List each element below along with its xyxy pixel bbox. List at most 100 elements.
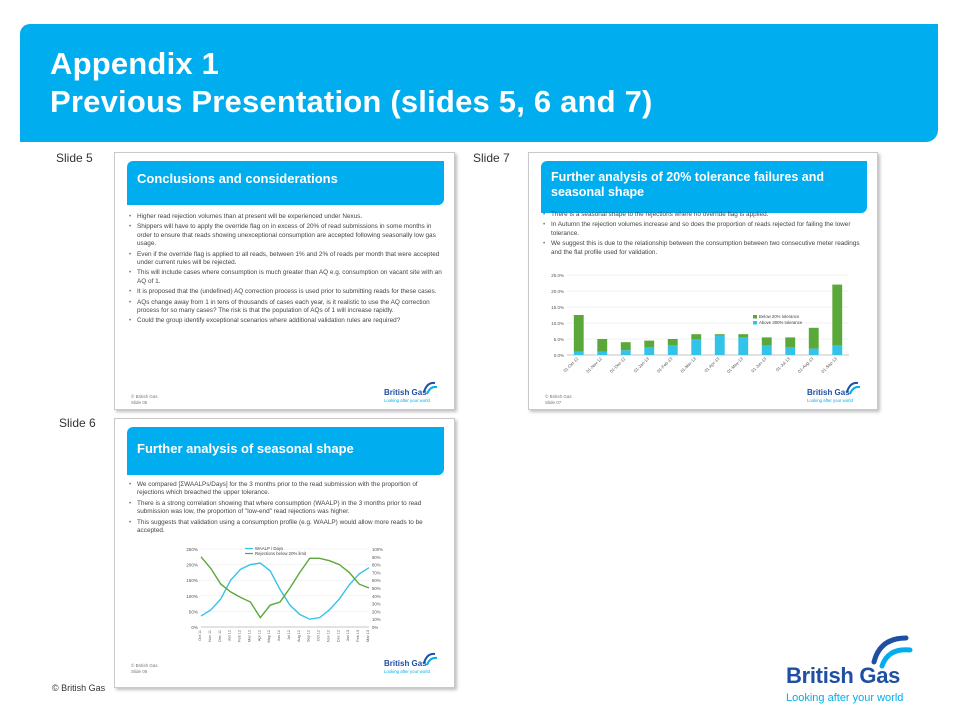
slide-7-title: Further analysis of 20% tolerance failur… (541, 161, 867, 213)
bar-above-300-tolerance (620, 350, 631, 355)
rejection-bar-chart: 0.0% 5.0% 10.0% 15.0% 20.0% 25.0% 01-Oct-12 01-… (551, 273, 849, 374)
bar-below-20-tolerance (573, 315, 584, 352)
y-right-tick-label: 100% (372, 547, 383, 552)
y-left-tick-label: 200% (186, 563, 198, 568)
y-right-tick-label: 30% (372, 602, 381, 607)
y-right-tick-label: 10% (372, 617, 381, 622)
x-tick-label: Jan 12 (228, 630, 232, 641)
series-line-waalp-days (200, 562, 370, 620)
y-tick-label: 25.0% (551, 273, 564, 278)
bar-below-20-tolerance (620, 342, 631, 351)
british-gas-flame-icon (423, 652, 438, 666)
slide-6-footer-copyright: © British Gas (131, 663, 158, 668)
slide-6-logo: British Gas Looking after your world (384, 651, 440, 675)
x-tick-label: Oct 11 (198, 630, 202, 641)
bullet-item: In Autumn the rejection volumes increase… (543, 221, 865, 238)
bullet-item: There is a seasonal shape to the rejecti… (543, 211, 865, 220)
slide-7-thumbnail[interactable]: Further analysis of 20% tolerance failur… (528, 152, 878, 410)
x-tick-label: Feb 12 (238, 630, 242, 642)
y-tick-label: 20.0% (551, 289, 564, 294)
bullet-item: It is proposed that the (undefined) AQ c… (129, 288, 442, 297)
brand-name: British Gas (786, 663, 901, 688)
bar-below-20-tolerance (761, 337, 772, 346)
bar-above-300-tolerance (573, 351, 584, 355)
slide-6-title: Further analysis of seasonal shape (127, 427, 444, 475)
bar-above-300-tolerance (691, 339, 702, 355)
slide-7-bullets: There is a seasonal shape to the rejecti… (543, 211, 865, 259)
slide-7-footer-copyright: © British Gas (545, 394, 572, 399)
y-left-tick-label: 100% (186, 594, 198, 599)
slide-6-footer-number: Slide 06 (131, 669, 148, 674)
y-right-tick-label: 40% (372, 594, 381, 599)
slide-6-logo-tagline: Looking after your world (384, 669, 430, 674)
bullet-item: We suggest this is due to the relationsh… (543, 240, 865, 257)
x-tick-label: 01-Oct-12 (562, 356, 579, 373)
x-tick-label: 01-Feb-13 (656, 356, 674, 374)
slide-6-label: Slide 6 (59, 416, 96, 430)
slide-5-bullets: Higher read rejection volumes than at pr… (129, 213, 442, 328)
slide-6-bullets: We compared [ΣWAALPs/Days] for the 3 mon… (129, 481, 442, 537)
bar-below-20-tolerance (667, 339, 678, 346)
bullet-item: Could the group identify exceptional sce… (129, 317, 442, 326)
slide-7-footer: © British Gas Slide 07 (545, 394, 572, 406)
y-right-tick-label: 50% (372, 586, 381, 591)
slide-7-logo: British Gas Looking after your world (807, 380, 863, 404)
bar-below-20-tolerance (691, 334, 702, 339)
y-right-tick-label: 80% (372, 563, 381, 568)
legend-label: Below 20% tolerance (759, 314, 800, 319)
bar-above-300-tolerance (667, 345, 678, 355)
y-tick-label: 10.0% (551, 321, 564, 326)
y-tick-label: 15.0% (551, 305, 564, 310)
bullet-item: Even if the override flag is applied to … (129, 251, 442, 268)
british-gas-logo: British Gas Looking after your world (782, 632, 920, 712)
slide-7-logo-tagline: Looking after your world (807, 398, 853, 403)
slide-5-label: Slide 5 (56, 151, 93, 165)
slide-5-logo: British Gas Looking after your world (384, 380, 440, 404)
y-right-tick-label: 20% (372, 609, 381, 614)
bar-below-20-tolerance (714, 334, 725, 336)
x-tick-label: Nov 11 (208, 630, 212, 642)
x-tick-label: 01-Jun-13 (750, 356, 768, 374)
slide-5-footer-number: Slide 05 (131, 400, 148, 405)
bullet-item: This will include cases where consumptio… (129, 269, 442, 286)
x-tick-label: May 12 (267, 630, 271, 642)
x-tick-label: Sep 12 (307, 630, 311, 642)
x-tick-label: Mar 12 (247, 630, 251, 642)
bullet-item: There is a strong correlation showing th… (129, 500, 442, 517)
series-line-rejections-below-20-limit (200, 556, 370, 619)
seasonal-line-chart: 0% 50% 100% 150% 200% 250% 0% 10% 20% 30% 40% 50% 60… (186, 546, 383, 642)
x-tick-label: Jan 13 (346, 630, 350, 641)
bullet-item: Higher read rejection volumes than at pr… (129, 213, 442, 222)
y-left-tick-label: 0% (191, 625, 198, 630)
page-title-line-2: Previous Presentation (slides 5, 6 and 7… (50, 84, 653, 119)
y-left-tick-label: 150% (186, 578, 198, 583)
slide-5-thumbnail[interactable]: Conclusions and considerations Higher re… (114, 152, 455, 410)
copyright: © British Gas (52, 683, 106, 693)
x-tick-label: Oct 12 (317, 630, 321, 641)
legend-label: WAALP / Days (255, 546, 283, 551)
slide-6-footer: © British Gas Slide 06 (131, 663, 158, 675)
slide-6-thumbnail[interactable]: Further analysis of seasonal shape We co… (114, 418, 455, 688)
page-title-line-1: Appendix 1 (50, 46, 220, 81)
british-gas-flame-icon (423, 381, 438, 395)
british-gas-flame-icon (871, 635, 913, 669)
x-tick-label: 01-Mar-13 (679, 356, 697, 374)
y-right-tick-label: 60% (372, 578, 381, 583)
bar-above-300-tolerance (761, 345, 772, 355)
x-tick-label: 01-Sep-13 (820, 356, 838, 374)
legend-swatch (753, 315, 757, 319)
x-tick-label: Dec 12 (336, 630, 340, 642)
x-tick-label: 01-Apr-13 (703, 356, 720, 373)
bar-below-20-tolerance (832, 284, 843, 346)
x-tick-label: 01-Jul-13 (775, 356, 792, 373)
x-tick-label: Nov 12 (326, 630, 330, 642)
x-tick-label: Feb 13 (356, 630, 360, 642)
x-tick-label: Dec 11 (218, 630, 222, 642)
y-left-tick-label: 50% (189, 609, 198, 614)
slide-5-logo-tagline: Looking after your world (384, 398, 430, 403)
bar-above-300-tolerance (644, 347, 655, 355)
x-tick-label: 01-May-13 (726, 356, 744, 374)
y-tick-label: 0.0% (554, 353, 564, 358)
bar-below-20-tolerance (785, 337, 796, 347)
x-tick-label: 01-Aug-13 (797, 356, 815, 374)
